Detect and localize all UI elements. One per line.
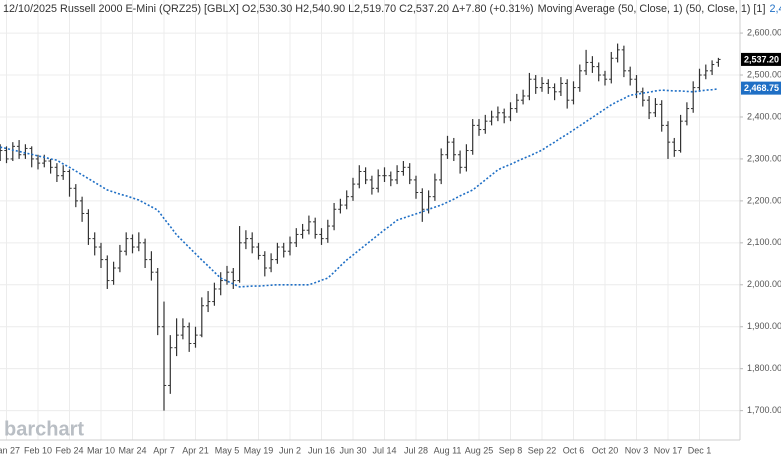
x-tick-label: Oct 6 <box>563 445 585 455</box>
x-tick-label: Jun 2 <box>279 445 301 455</box>
marks <box>0 43 721 411</box>
x-tick-label: Feb 24 <box>55 445 83 455</box>
x-tick-label: Aug 11 <box>434 445 462 455</box>
x-tick-label: Apr 7 <box>153 445 175 455</box>
x-tick-label: May 19 <box>244 445 274 455</box>
price-tag <box>741 52 781 66</box>
y-tick-label: 2,000.00 <box>747 279 781 289</box>
y-tick-label: 2,100.00 <box>747 237 781 247</box>
grid <box>0 0 740 440</box>
price-tag-label: 2,468.75 <box>744 83 779 93</box>
x-tick-label: Apr 21 <box>182 445 209 455</box>
x-tick-label: Jun 30 <box>339 445 366 455</box>
x-tick-label: Nov 17 <box>654 445 683 455</box>
y-tick-label: 2,200.00 <box>747 195 781 205</box>
y-tick-label: 2,400.00 <box>747 111 781 121</box>
x-tick-label: Mar 10 <box>87 445 115 455</box>
watermark: barchart <box>4 418 84 440</box>
x-tick-label: Aug 25 <box>465 445 494 455</box>
x-tick-label: Dec 1 <box>688 445 712 455</box>
y-tick-label: 2,600.00 <box>747 27 781 37</box>
x-tick-label: Sep 8 <box>499 445 523 455</box>
x-tick-label: Jan 27 <box>0 445 20 455</box>
x-tick-label: Jul 14 <box>372 445 396 455</box>
y-tick-label: 1,900.00 <box>747 321 781 331</box>
x-tick-label: May 5 <box>215 445 240 455</box>
indicator-value: 2,467.11 <box>769 3 781 15</box>
y-tick-label: 1,800.00 <box>747 363 781 373</box>
price-tag <box>741 81 781 95</box>
moving-average-line <box>0 88 719 288</box>
x-tick-label: Feb 10 <box>24 445 52 455</box>
x-tick-label: Nov 3 <box>625 445 649 455</box>
x-tick-label: Jun 16 <box>308 445 335 455</box>
x-tick-label: Jul 28 <box>404 445 428 455</box>
y-tick-label: 1,700.00 <box>747 405 781 415</box>
y-tick-label: 2,500.00 <box>747 69 781 79</box>
header: 12/10/2025 Russell 2000 E-Mini (QRZ25) [… <box>3 3 781 15</box>
y-tick-label: 2,300.00 <box>747 153 781 163</box>
price-tag-label: 2,537.20 <box>744 54 779 64</box>
x-tick-label: Mar 24 <box>118 445 146 455</box>
header-title: 12/10/2025 Russell 2000 E-Mini (QRZ25) [… <box>3 3 534 15</box>
x-tick-label: Sep 22 <box>528 445 557 455</box>
indicator-name: Moving Average (50, Close, 1) (50, Close… <box>538 3 766 15</box>
x-tick-label: Oct 20 <box>592 445 619 455</box>
